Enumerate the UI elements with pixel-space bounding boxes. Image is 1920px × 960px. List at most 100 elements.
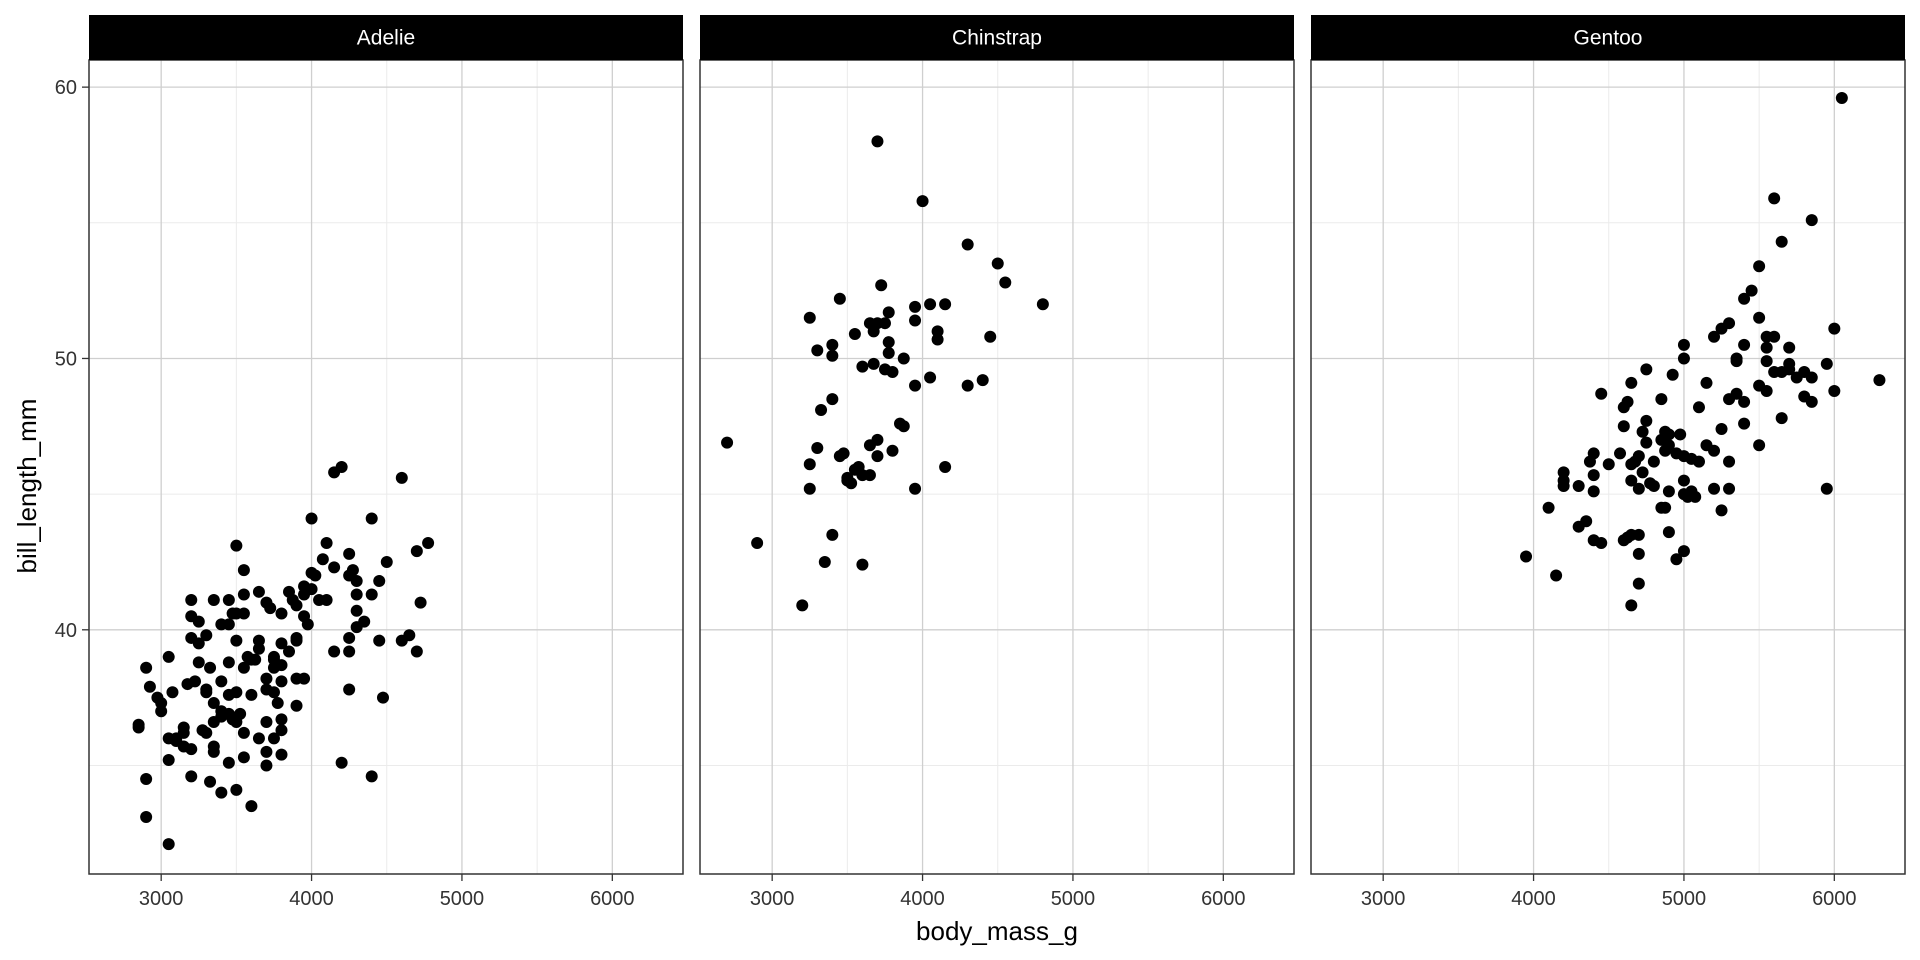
- data-point: [1715, 504, 1728, 517]
- x-tick-label: 3000: [1361, 888, 1406, 910]
- y-tick-label: 50: [55, 348, 77, 370]
- x-tick-label: 6000: [590, 888, 635, 910]
- data-point: [207, 740, 220, 753]
- data-point: [192, 637, 205, 650]
- data-point: [290, 599, 303, 612]
- panel-chinstrap: Chinstrap 3000 4000 5000 6000: [699, 15, 1295, 910]
- data-point: [166, 686, 179, 699]
- x-tick-label: 5000: [1051, 888, 1096, 910]
- data-point: [267, 686, 280, 699]
- data-point: [1632, 482, 1645, 495]
- data-point: [215, 786, 228, 799]
- data-point: [882, 347, 895, 360]
- data-point: [177, 721, 190, 734]
- data-point: [1708, 482, 1721, 495]
- data-point: [999, 276, 1012, 289]
- data-point: [882, 336, 895, 349]
- data-point: [1738, 338, 1751, 351]
- panel-adelie: Adelie 3000 4000 5000 6000: [88, 15, 684, 910]
- data-point: [200, 629, 213, 642]
- facet-strip: [89, 15, 683, 60]
- data-point: [189, 675, 202, 688]
- data-point: [1723, 455, 1736, 468]
- data-point: [863, 469, 876, 482]
- data-point: [811, 442, 824, 455]
- data-point: [290, 634, 303, 647]
- data-point: [380, 555, 393, 568]
- facet-strip-label: Gentoo: [1574, 27, 1643, 50]
- data-point: [204, 661, 217, 674]
- data-point: [751, 536, 764, 549]
- data-point: [1677, 338, 1690, 351]
- data-point: [1835, 91, 1848, 104]
- data-point: [882, 306, 895, 319]
- data-point: [260, 672, 273, 685]
- facet-strip-label: Chinstrap: [952, 27, 1042, 50]
- x-tick-label: 5000: [1662, 888, 1707, 910]
- data-point: [1674, 428, 1687, 441]
- data-point: [1692, 455, 1705, 468]
- data-point: [185, 593, 198, 606]
- data-point: [1828, 385, 1841, 398]
- data-point: [1625, 474, 1638, 487]
- data-point: [305, 583, 318, 596]
- data-point: [298, 672, 311, 685]
- y-axis-title: bill_length_mm: [12, 399, 42, 574]
- data-point: [871, 135, 884, 148]
- data-point: [185, 770, 198, 783]
- data-point: [886, 444, 899, 457]
- data-point: [1625, 376, 1638, 389]
- data-point: [721, 436, 734, 449]
- data-point: [162, 838, 175, 851]
- data-point: [350, 604, 363, 617]
- data-point: [140, 773, 153, 786]
- data-point: [1775, 235, 1788, 248]
- data-point: [343, 631, 356, 644]
- data-point: [1614, 447, 1627, 460]
- data-point: [335, 461, 348, 473]
- data-point: [796, 599, 809, 612]
- data-point: [267, 732, 280, 745]
- data-point: [1753, 311, 1766, 324]
- data-point: [200, 686, 213, 699]
- data-point: [275, 748, 288, 761]
- data-point: [1666, 368, 1679, 381]
- data-point: [410, 545, 423, 558]
- x-tick-label: 3000: [139, 888, 184, 910]
- data-point: [961, 238, 974, 251]
- data-point: [1580, 515, 1593, 528]
- data-point: [924, 371, 937, 384]
- data-point: [867, 357, 880, 370]
- data-point: [1715, 423, 1728, 436]
- data-point: [271, 697, 284, 710]
- data-point: [260, 759, 273, 772]
- data-point: [192, 656, 205, 669]
- data-point: [245, 800, 258, 813]
- data-point: [1640, 436, 1653, 449]
- data-point: [1677, 545, 1690, 558]
- data-point: [1708, 444, 1721, 457]
- x-tick-label: 3000: [750, 888, 795, 910]
- data-point: [897, 420, 910, 433]
- data-point: [358, 615, 371, 628]
- data-point: [1768, 192, 1781, 205]
- data-point: [346, 564, 359, 577]
- data-point: [826, 393, 839, 406]
- data-point: [1745, 284, 1758, 297]
- data-point: [237, 588, 250, 601]
- data-point: [878, 317, 891, 330]
- data-point: [1550, 569, 1563, 582]
- data-point: [826, 528, 839, 541]
- facet-strip: [1311, 15, 1905, 60]
- data-point: [856, 360, 869, 373]
- data-point: [984, 330, 997, 343]
- data-point: [897, 352, 910, 365]
- data-point: [1632, 528, 1645, 541]
- data-point: [1753, 439, 1766, 452]
- x-tick-label: 4000: [289, 888, 334, 910]
- data-point: [1632, 577, 1645, 590]
- data-point: [410, 645, 423, 658]
- data-point: [1647, 479, 1660, 492]
- data-point: [1659, 501, 1672, 514]
- data-point: [264, 602, 277, 615]
